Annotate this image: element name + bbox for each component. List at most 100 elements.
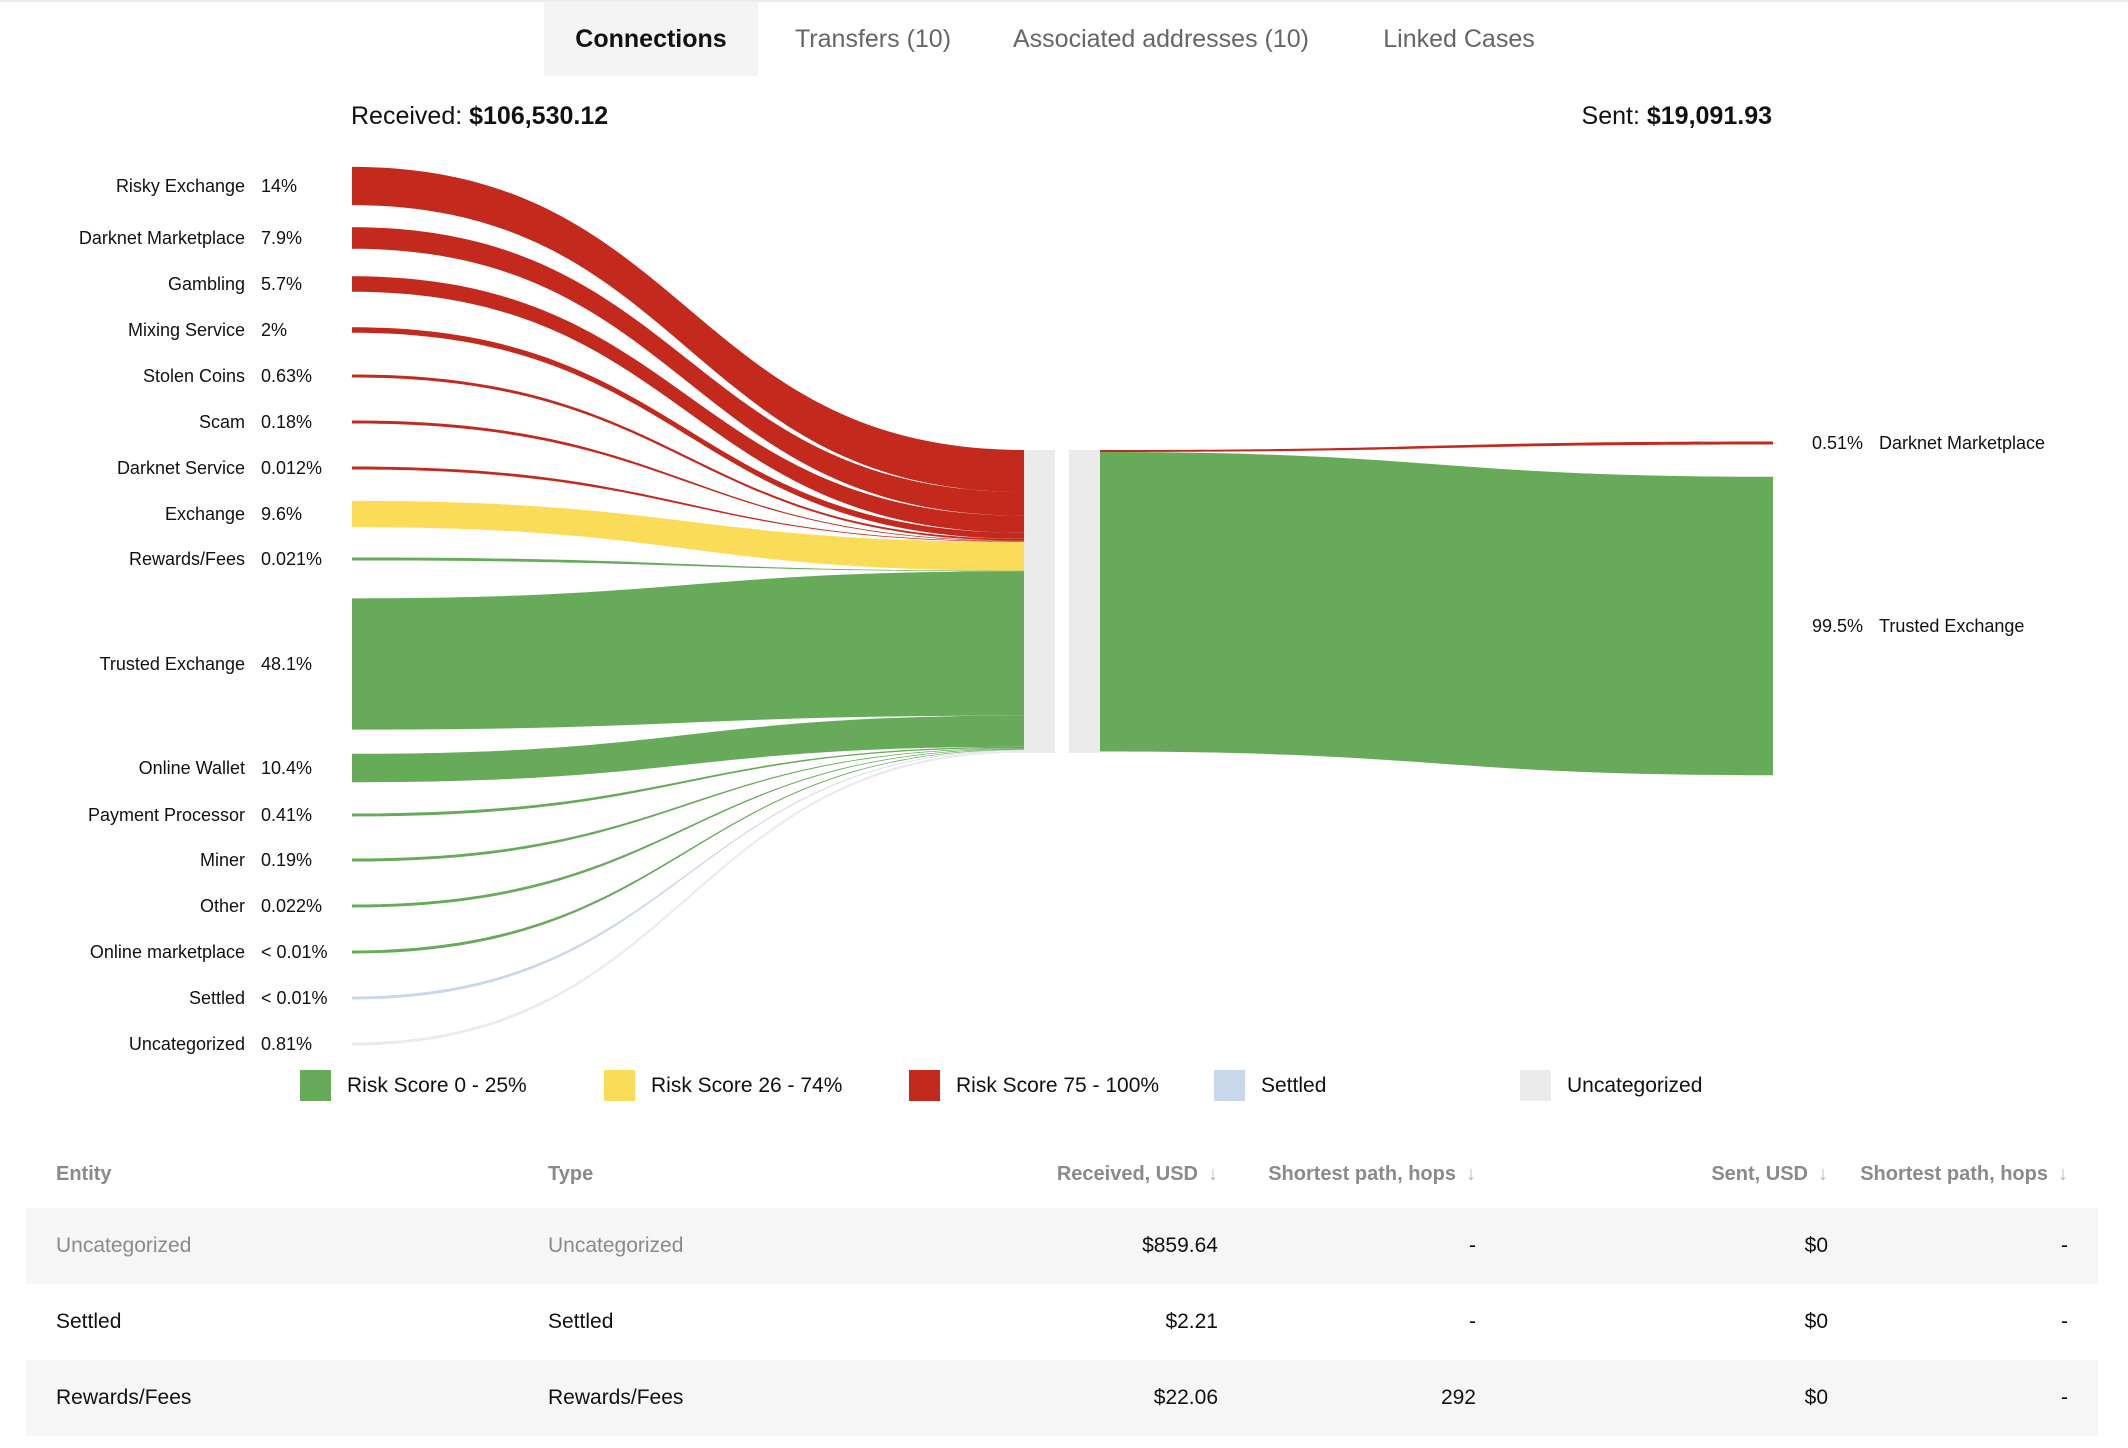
- received-category-label: Miner: [200, 850, 245, 870]
- legend: Risk Score 0 - 25% Risk Score 26 - 74% R…: [300, 1070, 1900, 1104]
- cell-sent: $0: [1804, 1386, 1828, 1409]
- received-category-label: Risky Exchange: [116, 176, 245, 196]
- flow-cap-gambling: [352, 276, 356, 292]
- flow-trusted-exchange[interactable]: [352, 571, 1024, 730]
- received-category-percent: 0.012%: [261, 458, 322, 478]
- received-category-label: Rewards/Fees: [129, 549, 245, 569]
- cell-sent: $0: [1804, 1234, 1828, 1257]
- received-category-percent: 2%: [261, 320, 287, 340]
- tab-linked-cases[interactable]: Linked Cases: [1383, 24, 1535, 53]
- tab-transfers[interactable]: Transfers (10): [794, 24, 952, 53]
- received-category-label: Payment Processor: [88, 805, 245, 825]
- sent-flows: [1100, 441, 1773, 776]
- cell-received-hops: -: [1469, 1234, 1476, 1257]
- sort-arrow-icon: ↓: [2058, 1162, 2068, 1185]
- flow-miner[interactable]: [352, 748, 1024, 862]
- received-category-label: Gambling: [168, 274, 245, 294]
- tab-associated-addresses[interactable]: Associated addresses (10): [1013, 24, 1309, 53]
- flow-cap-trusted-exchange: [352, 598, 356, 730]
- legend-swatch: [1214, 1070, 1245, 1101]
- legend-label: Risk Score 26 - 74%: [651, 1073, 843, 1097]
- flow-online-marketplace[interactable]: [352, 749, 1024, 954]
- flow-payment-processor[interactable]: [352, 746, 1024, 817]
- header-sent-hops[interactable]: Shortest path, hops ↓: [1860, 1140, 2068, 1208]
- received-labels: Risky Exchange 14% Darknet Marketplace 7.9%…: [79, 176, 328, 1054]
- sort-arrow-icon: ↓: [1818, 1162, 1828, 1185]
- flow-rewards-fees[interactable]: [352, 557, 1024, 572]
- legend-item-uncategorized: Uncategorized: [1520, 1070, 1702, 1101]
- flow-cap-exchange: [352, 500, 356, 528]
- tab-connections[interactable]: Connections: [544, 2, 758, 76]
- sent-category-percent: 0.51%: [1812, 433, 1863, 453]
- flow-cap-online-wallet: [352, 753, 356, 783]
- received-category-label: Online Wallet: [139, 758, 245, 778]
- header-type[interactable]: Type: [548, 1162, 594, 1185]
- table-row[interactable]: Uncategorized Uncategorized $859.64 - $0…: [26, 1208, 2098, 1284]
- flow-exchange[interactable]: [352, 500, 1024, 571]
- sent-label: Sent:: [1581, 102, 1640, 130]
- cell-received-hops: -: [1469, 1310, 1476, 1333]
- header-received-usd[interactable]: Received, USD ↓: [1057, 1140, 1218, 1208]
- received-category-percent: 14%: [261, 176, 297, 196]
- legend-item-risk-low: Risk Score 0 - 25%: [300, 1070, 527, 1101]
- tab-bar: Connections Transfers (10) Associated ad…: [544, 2, 1584, 76]
- table-header: Entity Type Received, USD ↓ Shortest pat…: [26, 1140, 2098, 1208]
- received-category-percent: < 0.01%: [261, 988, 328, 1008]
- flow-uncategorized[interactable]: [352, 750, 1024, 1046]
- received-category-percent: 0.021%: [261, 549, 322, 569]
- legend-item-risk-high: Risk Score 75 - 100%: [909, 1070, 1159, 1101]
- sent-flow-darknet-marketplace[interactable]: [1100, 441, 1773, 453]
- header-received-label: Received, USD: [1056, 1162, 1198, 1185]
- legend-label: Risk Score 0 - 25%: [347, 1073, 527, 1097]
- cell-type: Settled: [548, 1310, 614, 1333]
- flow-darknet-service[interactable]: [352, 466, 1024, 542]
- received-value: $106,530.12: [469, 102, 609, 130]
- cell-type: Rewards/Fees: [548, 1386, 684, 1409]
- flow-scam[interactable]: [352, 420, 1024, 542]
- sent-labels: 0.51% Darknet Marketplace 99.5% Trusted Exc…: [1812, 433, 2045, 636]
- received-category-label: Other: [200, 896, 245, 916]
- received-category-percent: 0.63%: [261, 366, 312, 386]
- received-category-label: Exchange: [165, 504, 245, 524]
- cell-entity: Settled: [56, 1310, 122, 1333]
- legend-swatch: [300, 1070, 331, 1101]
- received-category-label: Settled: [189, 988, 245, 1008]
- cell-sent-hops: -: [2061, 1310, 2068, 1333]
- table-row[interactable]: Rewards/Fees Rewards/Fees $22.06 292 $0 …: [26, 1360, 2098, 1436]
- received-category-percent: 0.81%: [261, 1034, 312, 1054]
- cell-received-hops: 292: [1440, 1386, 1476, 1409]
- legend-swatch: [1520, 1070, 1551, 1101]
- sent-category-percent: 99.5%: [1812, 616, 1863, 636]
- received-category-percent: 5.7%: [261, 274, 302, 294]
- sent-node-bar: [1069, 450, 1100, 753]
- received-summary: Received: $106,530.12: [351, 102, 608, 131]
- flow-cap-risky-exchange: [352, 166, 356, 206]
- header-sent-hops-label: Shortest path, hops: [1860, 1162, 2048, 1185]
- flow-other[interactable]: [352, 748, 1024, 908]
- header-sent-usd[interactable]: Sent, USD ↓: [1711, 1140, 1828, 1208]
- flow-stolen-coins[interactable]: [352, 374, 1024, 541]
- flow-gambling[interactable]: [352, 276, 1024, 533]
- flow-online-wallet[interactable]: [352, 715, 1024, 783]
- cell-received: $859.64: [1142, 1234, 1218, 1257]
- received-category-percent: 0.18%: [261, 412, 312, 432]
- received-category-label: Darknet Service: [117, 458, 245, 478]
- received-category-label: Online marketplace: [90, 942, 245, 962]
- cell-entity: Uncategorized: [56, 1234, 192, 1257]
- flow-darknet-marketplace[interactable]: [352, 227, 1024, 516]
- header-entity[interactable]: Entity: [56, 1162, 112, 1185]
- flow-risky-exchange[interactable]: [352, 166, 1024, 492]
- header-received-hops[interactable]: Shortest path, hops ↓: [1268, 1140, 1476, 1208]
- flow-settled[interactable]: [352, 749, 1024, 1000]
- table-row[interactable]: Settled Settled $2.21 - $0 -: [26, 1284, 2098, 1360]
- legend-label: Uncategorized: [1567, 1073, 1703, 1097]
- sent-flow-trusted-exchange[interactable]: [1100, 452, 1773, 776]
- sent-summary: Sent: $19,091.93: [1582, 102, 1772, 131]
- received-flows: [352, 166, 1024, 1046]
- legend-swatch: [909, 1070, 940, 1101]
- received-category-percent: 0.41%: [261, 805, 312, 825]
- flow-mixing-service[interactable]: [352, 327, 1024, 539]
- sent-value: $19,091.93: [1646, 102, 1772, 130]
- cell-received: $22.06: [1153, 1386, 1218, 1409]
- received-category-percent: 7.9%: [261, 228, 302, 248]
